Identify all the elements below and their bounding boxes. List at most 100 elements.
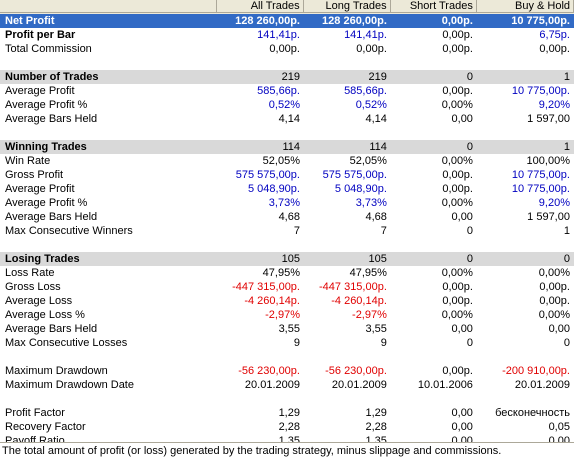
long-trades-value: 52,05% (349, 155, 387, 167)
all-trades-value: 575 575,00р. (235, 169, 300, 181)
long-trades-value: -56 230,00р. (325, 365, 387, 377)
short-trades-value: 0 (466, 141, 473, 153)
short-trades-value: 0,00р. (442, 281, 473, 293)
metric-label: Loss Rate (5, 267, 55, 279)
buy-hold-value: 20.01.2009 (514, 379, 570, 391)
table-row[interactable]: Average Loss % -2,97% -2,97% 0,00% 0,00% (0, 308, 574, 322)
spacer-row (0, 56, 574, 70)
metric-label: Payoff Ratio (5, 435, 65, 442)
column-header-row: All Trades Long Trades Short Trades Buy … (0, 0, 574, 14)
long-trades-value: 4,14 (365, 113, 387, 125)
table-row[interactable]: Average Bars Held 4,14 4,14 0,00 1 597,00 (0, 112, 574, 126)
table-row[interactable]: Win Rate 52,05% 52,05% 0,00% 100,00% (0, 154, 574, 168)
all-trades-value: 1,35 (278, 435, 300, 442)
spacer-row (0, 392, 574, 406)
buy-hold-value: 10 775,00р. (511, 169, 570, 181)
short-trades-value: 0,00% (441, 155, 473, 167)
all-trades-value: 1,29 (278, 407, 300, 419)
table-row[interactable]: Recovery Factor 2,28 2,28 0,00 0,05 (0, 420, 574, 434)
table-row[interactable]: Payoff Ratio 1,35 1,35 0,00 0,00 (0, 434, 574, 442)
metric-label: Max Consecutive Losses (5, 337, 128, 349)
all-trades-value: 3,73% (268, 197, 300, 209)
long-trades-value: 4,68 (365, 211, 387, 223)
short-trades-value: 0 (466, 225, 473, 237)
long-trades-value: 0,52% (355, 99, 387, 111)
long-trades-value: 219 (368, 71, 387, 83)
buy-hold-value: 9,20% (538, 197, 570, 209)
table-row[interactable]: Average Loss -4 260,14р. -4 260,14р. 0,00р.… (0, 294, 574, 308)
spacer-row (0, 238, 574, 252)
long-trades-value: 7 (380, 225, 387, 237)
buy-hold-value: 10 775,00р. (511, 183, 570, 195)
table-row[interactable]: Average Profit 585,66р. 585,66р. 0,00р. 10 7… (0, 84, 574, 98)
metric-label: Profit per Bar (5, 29, 76, 41)
table-row[interactable]: Max Consecutive Losses 9 9 0 0 (0, 336, 574, 350)
status-bar: The total amount of profit (or loss) gen… (0, 442, 574, 460)
long-trades-value: -4 260,14р. (331, 295, 387, 307)
all-trades-value: 0,00р. (269, 43, 300, 55)
short-trades-value: 0,00% (441, 197, 473, 209)
all-trades-value: 141,41р. (257, 29, 300, 41)
all-trades-value: 5 048,90р. (247, 183, 300, 195)
table-row[interactable]: Profit per Bar 141,41р. 141,41р. 0,00р. 6,75… (0, 28, 574, 42)
table-row[interactable]: Average Bars Held 4,68 4,68 0,00 1 597,00 (0, 210, 574, 224)
metric-label: Average Profit (5, 85, 75, 97)
long-trades-value: 128 260,00р. (322, 15, 387, 27)
column-header-long-trades[interactable]: Long Trades (303, 0, 391, 13)
long-trades-value: 1,35 (365, 435, 387, 442)
short-trades-value: 0,00 (451, 435, 473, 442)
spacer-row (0, 126, 574, 140)
long-trades-value: 114 (369, 141, 387, 153)
column-header-metric[interactable] (0, 0, 218, 13)
metric-label: Profit Factor (5, 407, 65, 419)
table-row[interactable]: Maximum Drawdown -56 230,00р. -56 230,00р.… (0, 364, 574, 378)
short-trades-value: 10.01.2006 (417, 379, 473, 391)
metric-label: Recovery Factor (5, 421, 86, 433)
long-trades-value: 1,29 (365, 407, 387, 419)
short-trades-value: 0,00 (451, 323, 473, 335)
column-header-buy-hold[interactable]: Buy & Hold (476, 0, 574, 13)
metric-label: Average Bars Held (5, 323, 98, 335)
metric-label: Net Profit (5, 15, 55, 27)
table-row[interactable]: Average Profit % 0,52% 0,52% 0,00% 9,20% (0, 98, 574, 112)
all-trades-value: 0,52% (268, 99, 300, 111)
metric-label: Losing Trades (5, 253, 80, 265)
long-trades-value: 2,28 (365, 421, 387, 433)
all-trades-value: 3,55 (278, 323, 300, 335)
section-row[interactable]: Number of Trades 219 219 0 1 (0, 70, 574, 84)
metric-label: Average Profit % (5, 197, 88, 209)
table-row[interactable]: Max Consecutive Winners 7 7 0 1 (0, 224, 574, 238)
all-trades-value: 4,68 (278, 211, 300, 223)
all-trades-value: 47,95% (262, 267, 300, 279)
table-row[interactable]: Profit Factor 1,29 1,29 0,00 бесконечность (0, 406, 574, 420)
table-row[interactable]: Gross Loss -447 315,00р. -447 315,00р. 0,00… (0, 280, 574, 294)
section-row[interactable]: Losing Trades 105 105 0 0 (0, 252, 574, 266)
table-row[interactable]: Average Profit % 3,73% 3,73% 0,00% 9,20% (0, 196, 574, 210)
performance-report-panel: All Trades Long Trades Short Trades Buy … (0, 0, 574, 442)
table-row[interactable]: Average Profit 5 048,90р. 5 048,90р. 0,00р.… (0, 182, 574, 196)
table-row[interactable]: Maximum Drawdown Date 20.01.2009 20.01.200… (0, 378, 574, 392)
long-trades-value: 3,73% (355, 197, 387, 209)
short-trades-value: 0 (466, 253, 473, 265)
column-header-all-trades[interactable]: All Trades (217, 0, 304, 13)
table-row[interactable]: Net Profit 128 260,00р. 128 260,00р. 0,00р.… (0, 14, 574, 28)
buy-hold-value: 1 (563, 141, 570, 153)
long-trades-value: 141,41р. (344, 29, 387, 41)
metric-label: Gross Profit (5, 169, 64, 181)
table-row[interactable]: Gross Profit 575 575,00р. 575 575,00р. 0,00… (0, 168, 574, 182)
all-trades-value: 9 (293, 337, 300, 349)
buy-hold-value: 10 775,00р. (511, 15, 570, 27)
table-row[interactable]: Loss Rate 47,95% 47,95% 0,00% 0,00% (0, 266, 574, 280)
buy-hold-value: бесконечность (495, 407, 570, 419)
section-row[interactable]: Winning Trades 114 114 0 1 (0, 140, 574, 154)
long-trades-value: 5 048,90р. (334, 183, 387, 195)
all-trades-value: 585,66р. (257, 85, 300, 97)
table-row[interactable]: Total Commission 0,00р. 0,00р. 0,00р. 0,00р. (0, 42, 574, 56)
buy-hold-value: 10 775,00р. (511, 85, 570, 97)
long-trades-value: -2,97% (352, 309, 387, 321)
table-row[interactable]: Average Bars Held 3,55 3,55 0,00 0,00 (0, 322, 574, 336)
long-trades-value: 105 (368, 253, 387, 265)
metric-label: Maximum Drawdown Date (5, 379, 134, 391)
long-trades-value: 20.01.2009 (331, 379, 387, 391)
column-header-short-trades[interactable]: Short Trades (390, 0, 477, 13)
